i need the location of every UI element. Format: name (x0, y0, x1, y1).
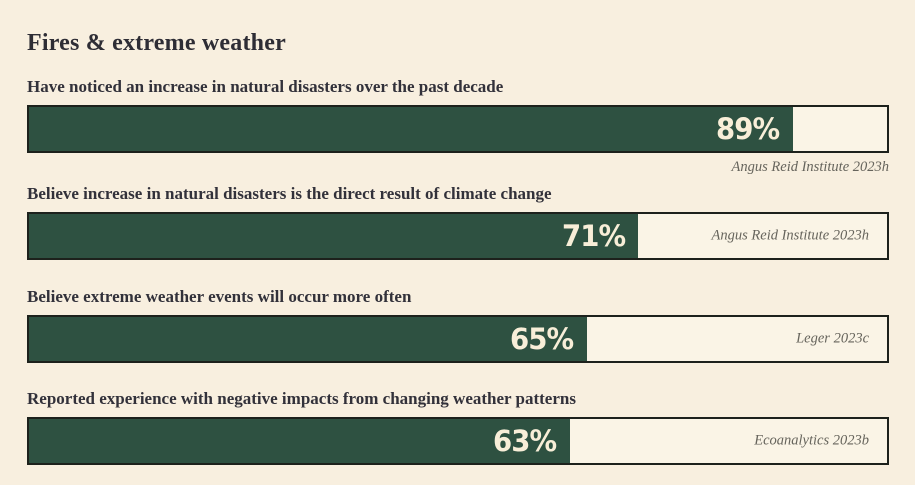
stat-row: Have noticed an increase in natural disa… (27, 77, 889, 176)
chart-title: Fires & extreme weather (27, 30, 286, 56)
source-label: Leger 2023c (796, 330, 869, 347)
stat-label: Believe extreme weather events will occu… (27, 287, 412, 306)
percent-label: 71% (561, 219, 626, 253)
stat-label: Believe increase in natural disasters is… (27, 184, 552, 203)
stat-label: Reported experience with negative impact… (27, 389, 576, 408)
bar-track: 89% (27, 105, 889, 153)
bar-fill: 65% (29, 317, 587, 361)
bar-fill: 71% (29, 214, 639, 258)
percent-label: 89% (716, 112, 780, 146)
stat-row: Believe increase in natural disasters is… (27, 184, 889, 260)
stat-row: Believe extreme weather events will occu… (27, 287, 889, 363)
bar-track: 65% Leger 2023c (27, 315, 889, 363)
bar-fill: 63% (29, 419, 570, 463)
source-label: Ecoanalytics 2023b (754, 432, 869, 449)
bar-track: 71% Angus Reid Institute 2023h (27, 212, 889, 260)
bar-fill: 89% (29, 107, 793, 151)
stat-label: Have noticed an increase in natural disa… (27, 77, 504, 96)
percent-label: 65% (510, 322, 574, 356)
stat-row: Reported experience with negative impact… (27, 389, 889, 465)
percent-label: 63% (493, 424, 557, 458)
bar-track: 63% Ecoanalytics 2023b (27, 417, 889, 465)
source-label: Angus Reid Institute 2023h (711, 227, 869, 244)
source-label: Angus Reid Institute 2023h (731, 159, 889, 175)
